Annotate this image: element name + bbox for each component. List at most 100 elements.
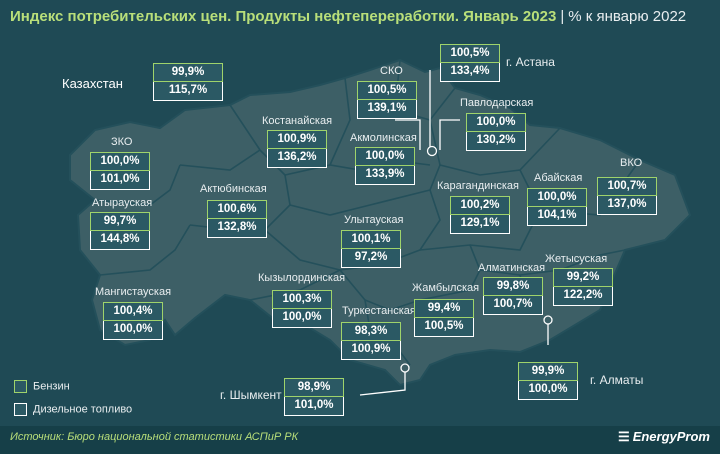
brand-name: EnergyProm xyxy=(632,429,710,444)
dizel-value: 100,5% xyxy=(414,318,474,337)
dizel-value: 136,2% xyxy=(267,149,327,168)
legend-benzin: Бензин xyxy=(14,380,70,393)
region-values-kyzylorda: 100,3% 100,0% xyxy=(272,290,332,328)
dizel-value: 133,9% xyxy=(355,166,415,185)
dizel-value: 139,1% xyxy=(357,100,417,119)
legend-dizel-label: Дизельное топливо xyxy=(33,403,133,416)
benzin-value: 99,8% xyxy=(483,277,543,296)
dizel-value: 104,1% xyxy=(527,207,587,226)
region-values-akmola: 100,0% 133,9% xyxy=(355,147,415,185)
region-values-karaganda: 100,2% 129,1% xyxy=(450,196,510,234)
region-values-turkestan: 98,3% 100,9% xyxy=(341,322,401,360)
region-values-almaty-obl: 99,8% 100,7% xyxy=(483,277,543,315)
title-separator: | xyxy=(560,8,565,25)
region-values-zhambyl: 99,4% 100,5% xyxy=(414,299,474,337)
city-connectors xyxy=(359,70,553,396)
benzin-value: 100,6% xyxy=(207,200,267,219)
dizel-value: 144,8% xyxy=(90,231,150,250)
region-values-mangistau: 100,4% 100,0% xyxy=(103,302,163,340)
region-label-mangistau: Мангистауская xyxy=(95,286,172,298)
region-label-turkestan: Туркестанская xyxy=(342,305,416,317)
dizel-value: 100,7% xyxy=(483,296,543,315)
region-values-atyrau: 99,7% 144,8% xyxy=(90,212,150,250)
region-label-akmola: Акмолинская xyxy=(350,132,417,144)
country-benzin: 99,9% xyxy=(153,63,223,82)
energyprom-logo-icon: ☰ xyxy=(618,429,630,444)
region-values-almaty: 99,9% 100,0% xyxy=(518,362,578,400)
legend-benzin-label: Бензин xyxy=(33,380,70,393)
benzin-value: 99,9% xyxy=(518,362,578,381)
dizel-value: 122,2% xyxy=(553,287,613,306)
region-label-ulytau: Улытауская xyxy=(344,214,404,226)
benzin-value: 98,3% xyxy=(341,322,401,341)
footer-bar xyxy=(0,426,720,454)
dizel-value: 100,9% xyxy=(341,341,401,360)
benzin-value: 100,4% xyxy=(103,302,163,321)
benzin-value: 100,5% xyxy=(357,81,417,100)
benzin-value: 99,4% xyxy=(414,299,474,318)
country-dizel: 115,7% xyxy=(153,82,223,101)
region-values-shymkent: 98,9% 101,0% xyxy=(284,378,344,416)
benzin-value: 98,9% xyxy=(284,378,344,397)
city-label-astana: г. Астана xyxy=(506,55,555,69)
region-label-zhetysu: Жетысуская xyxy=(545,253,608,265)
benzin-value: 100,9% xyxy=(267,130,327,149)
country-label: Казахстан xyxy=(62,76,123,91)
dizel-value: 130,2% xyxy=(466,132,526,151)
title-sub: % к январю 2022 xyxy=(568,8,687,25)
benzin-value: 99,2% xyxy=(553,268,613,287)
benzin-value: 99,7% xyxy=(90,212,150,231)
region-label-atyrau: Атырауская xyxy=(92,197,153,209)
dizel-value: 137,0% xyxy=(597,196,657,215)
dizel-value: 100,0% xyxy=(272,309,332,328)
page-title: Индекс потребительских цен. Продукты неф… xyxy=(10,8,686,25)
dizel-value: 129,1% xyxy=(450,215,510,234)
benzin-value: 100,1% xyxy=(341,230,401,249)
dizel-value: 133,4% xyxy=(440,63,500,82)
region-label-sko: СКО xyxy=(380,65,403,77)
source-note: Источник: Бюро национальной статистики А… xyxy=(10,431,299,443)
region-values-vko: 100,7% 137,0% xyxy=(597,177,657,215)
region-label-pavlodar: Павлодарская xyxy=(460,97,534,109)
region-values-zhetysu: 99,2% 122,2% xyxy=(553,268,613,306)
dizel-value: 97,2% xyxy=(341,249,401,268)
region-values-pavlodar: 100,0% 130,2% xyxy=(466,113,526,151)
benzin-value: 100,0% xyxy=(355,147,415,166)
benzin-value: 100,3% xyxy=(272,290,332,309)
benzin-value: 100,0% xyxy=(527,188,587,207)
dizel-value: 101,0% xyxy=(90,171,150,190)
region-values-aktobe: 100,6% 132,8% xyxy=(207,200,267,238)
title-main: Индекс потребительских цен. Продукты неф… xyxy=(10,8,557,25)
legend-dizel: Дизельное топливо xyxy=(14,403,132,416)
region-label-vko: ВКО xyxy=(620,157,643,169)
dizel-value: 101,0% xyxy=(284,397,344,416)
region-label-zhambyl: Жамбылская xyxy=(412,282,480,294)
region-values-sko: 100,5% 139,1% xyxy=(357,81,417,119)
dizel-value: 132,8% xyxy=(207,219,267,238)
region-label-kostanay: Костанайская xyxy=(262,115,333,127)
country-values: 99,9% 115,7% xyxy=(153,63,223,101)
legend-benzin-swatch xyxy=(14,380,27,393)
region-values-zko: 100,0% 101,0% xyxy=(90,152,150,190)
region-label-kyzylorda: Кызылординская xyxy=(258,272,346,284)
dizel-value: 100,0% xyxy=(103,321,163,340)
region-label-karaganda: Карагандинская xyxy=(437,180,519,192)
dizel-value: 100,0% xyxy=(518,381,578,400)
city-label-almaty: г. Алматы xyxy=(590,373,644,387)
region-label-zko: ЗКО xyxy=(111,136,133,148)
benzin-value: 100,5% xyxy=(440,44,500,63)
benzin-value: 100,0% xyxy=(90,152,150,171)
benzin-value: 100,0% xyxy=(466,113,526,132)
region-values-ulytau: 100,1% 97,2% xyxy=(341,230,401,268)
region-label-aktobe: Актюбинская xyxy=(200,183,267,195)
region-values-abay: 100,0% 104,1% xyxy=(527,188,587,226)
brand-logo: ☰ EnergyProm xyxy=(618,429,710,445)
region-label-almaty-obl: Алматинская xyxy=(478,262,546,274)
legend-dizel-swatch xyxy=(14,403,27,416)
benzin-value: 100,2% xyxy=(450,196,510,215)
city-label-shymkent: г. Шымкент xyxy=(220,388,282,402)
region-label-abay: Абайская xyxy=(534,172,583,184)
benzin-value: 100,7% xyxy=(597,177,657,196)
region-values-kostanay: 100,9% 136,2% xyxy=(267,130,327,168)
